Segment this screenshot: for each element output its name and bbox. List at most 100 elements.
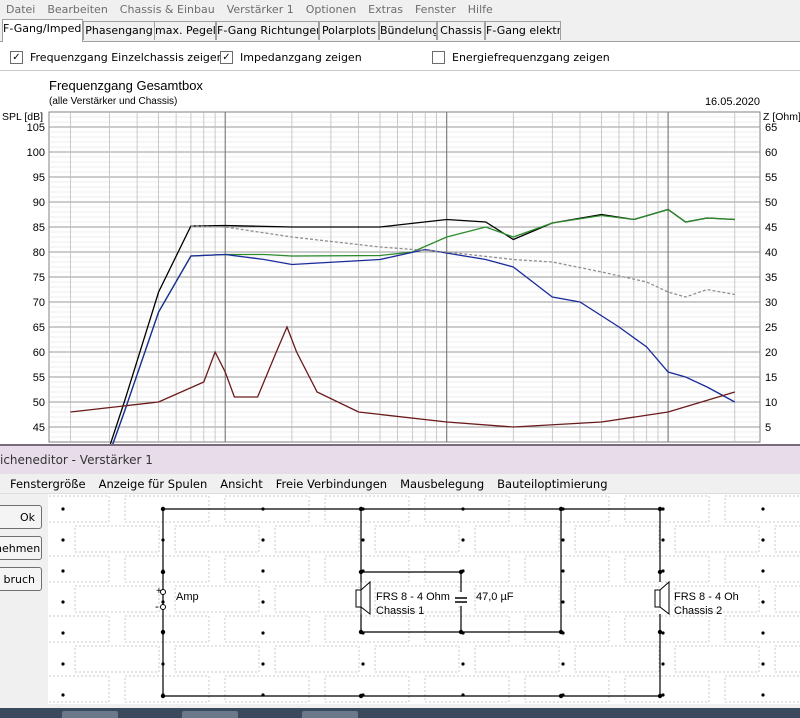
grid-dot (561, 662, 565, 666)
brick-cell (624, 615, 710, 643)
right-tick-label: 40 (765, 247, 777, 259)
grid-dot (61, 693, 65, 697)
brick-cell (374, 645, 460, 673)
right-axis-label: Z [Ohm] (763, 111, 800, 123)
brick-cell (224, 615, 310, 643)
menu-bearbeiten[interactable]: Bearbeiten (47, 2, 108, 16)
left-tick-label: 75 (33, 272, 45, 284)
menu-datei[interactable]: Datei (6, 2, 36, 16)
chart-date: 16.05.2020 (705, 96, 760, 108)
tab-fgang-richtungen[interactable]: F-Gang Richtungen (216, 21, 319, 40)
brick-cell (224, 555, 310, 583)
circuit-canvas[interactable]: + - Amp FRS 8 - 4 Ohm Chassis 1 47,0 µF … (48, 494, 800, 704)
grid-dot (461, 538, 465, 542)
right-tick-label: 50 (765, 197, 777, 209)
editor-menu-anzeige-spulen[interactable]: Anzeige für Spulen (98, 476, 208, 491)
left-tick-label: 45 (33, 422, 45, 434)
option-energie[interactable]: Energiefrequenzgang zeigen (432, 51, 610, 64)
brick-cell (274, 645, 360, 673)
grid-dot (261, 631, 265, 635)
editor-menu-ansicht[interactable]: Ansicht (220, 476, 263, 491)
menu-chassis-einbau[interactable]: Chassis & Einbau (119, 2, 215, 16)
brick-cell (524, 555, 610, 583)
amp-terminal[interactable]: + - Amp (155, 586, 199, 613)
editor-title: icheneditor - Verstärker 1 (0, 453, 153, 467)
tab-buendelung[interactable]: Bündelung (379, 21, 437, 40)
grid-dot (361, 662, 365, 666)
brick-cell (124, 615, 210, 643)
right-tick-label: 55 (765, 172, 777, 184)
tab-fgang-imped[interactable]: F-Gang/Imped. (2, 19, 83, 42)
checkbox-energie[interactable] (432, 51, 445, 64)
abbruch-button[interactable]: bruch (0, 567, 42, 591)
taskbar-button[interactable] (62, 711, 118, 718)
tab-polarplots[interactable]: Polarplots (319, 21, 379, 40)
graph-panel: ✓ Frequenzgang Einzelchassis zeigen ✓ Im… (0, 42, 800, 444)
tab-strip: F-Gang/Imped. Phasengang max. Pegel F-Ga… (0, 19, 800, 42)
brick-cell (274, 585, 360, 613)
menu-optionen[interactable]: Optionen (305, 2, 357, 16)
tab-fgang-elektr[interactable]: F-Gang elektr. (485, 21, 561, 40)
option-impedanz[interactable]: ✓ Impedanzgang zeigen (220, 51, 362, 64)
checkbox-impedanz[interactable]: ✓ (220, 51, 233, 64)
series-line-3 (112, 248, 736, 444)
editor-menu-freie-verbindungen[interactable]: Freie Verbindungen (275, 476, 388, 491)
taskbar-button[interactable] (182, 711, 238, 718)
editor-menu-bauteiloptimierung[interactable]: Bauteiloptimierung (497, 476, 608, 491)
brick-cell (48, 675, 110, 703)
left-tick-label: 50 (33, 397, 45, 409)
chassis-2-name: Chassis 2 (674, 605, 722, 617)
menu-extras[interactable]: Extras (368, 2, 403, 16)
editor-menu-fenstergroesse[interactable]: Fenstergröße (10, 476, 86, 491)
brick-cell (624, 495, 710, 523)
series-line-5 (70, 325, 735, 428)
uebernehmen-button[interactable]: nehmen (0, 536, 42, 560)
speaker-icon-chassis-2[interactable] (654, 580, 670, 616)
brick-cell (724, 495, 800, 523)
menu-verstaerker[interactable]: Verstärker 1 (226, 2, 294, 16)
brick-cell (574, 585, 660, 613)
chassis-1-model: FRS 8 - 4 Ohm (376, 591, 450, 603)
right-tick-label: 60 (765, 147, 777, 159)
grid-dot (61, 600, 65, 604)
option-einzelchassis[interactable]: ✓ Frequenzgang Einzelchassis zeigen (10, 51, 224, 64)
brick-cell (48, 495, 110, 523)
menu-fenster[interactable]: Fenster (414, 2, 456, 16)
taskbar (0, 708, 800, 718)
option-energie-label: Energiefrequenzgang zeigen (452, 51, 610, 64)
capacitor-value: 47,0 µF (476, 591, 514, 603)
chassis-1-name: Chassis 1 (376, 605, 424, 617)
brick-cell (48, 555, 110, 583)
left-axis-ticks: 105 100 95 90 85 80 75 70 65 60 55 50 45 (27, 122, 45, 434)
grid-dot (761, 569, 765, 573)
brick-cell (424, 615, 510, 643)
brick-cell (324, 675, 410, 703)
brick-cell (424, 675, 510, 703)
grid-dot (761, 600, 765, 604)
brick-cell (774, 585, 800, 613)
tab-chassis[interactable]: Chassis (437, 21, 485, 40)
ok-button[interactable]: Ok (0, 505, 42, 529)
brick-cell (124, 675, 210, 703)
editor-menu-mausbelegung[interactable]: Mausbelegung (400, 476, 485, 491)
brick-cell (74, 645, 160, 673)
checkbox-einzelchassis[interactable]: ✓ (10, 51, 23, 64)
left-tick-label: 95 (33, 172, 45, 184)
brick-cell (124, 555, 210, 583)
grid-dot (661, 662, 665, 666)
frequency-response-chart: Frequenzgang Gesamtbox (alle Verstärker … (2, 78, 800, 444)
grid-dot (61, 631, 65, 635)
editor-titlebar[interactable]: icheneditor - Verstärker 1 (0, 444, 800, 474)
tab-max-pegel[interactable]: max. Pegel (154, 21, 216, 40)
taskbar-button[interactable] (302, 711, 358, 718)
brick-cell (48, 615, 110, 643)
grid-dot (61, 569, 65, 573)
grid-dot (761, 693, 765, 697)
speaker-icon-chassis-1[interactable] (355, 580, 371, 616)
capacitor-icon[interactable] (455, 592, 467, 606)
tab-phasengang[interactable]: Phasengang (83, 21, 155, 40)
menu-hilfe[interactable]: Hilfe (467, 2, 493, 16)
amp-plus: + (156, 586, 162, 597)
brick-cell (74, 585, 160, 613)
canvas-background-grid (48, 495, 800, 703)
